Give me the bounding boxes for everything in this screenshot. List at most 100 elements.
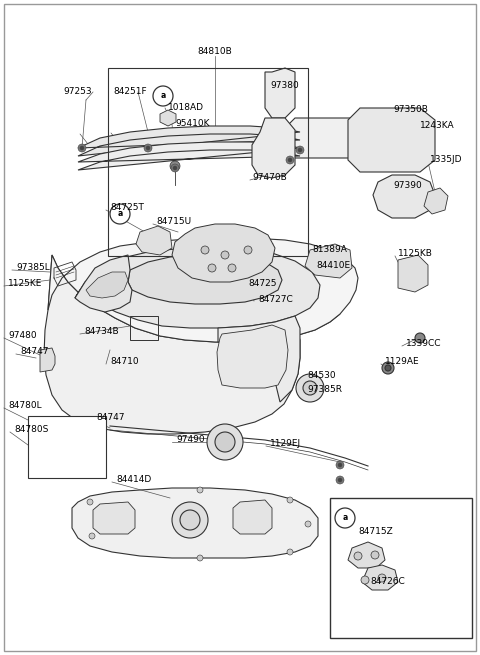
Circle shape xyxy=(298,148,302,152)
Polygon shape xyxy=(285,118,360,158)
Polygon shape xyxy=(172,224,275,282)
Text: 84725T: 84725T xyxy=(110,204,144,212)
Circle shape xyxy=(385,365,391,371)
Circle shape xyxy=(305,521,311,527)
Polygon shape xyxy=(400,256,424,282)
Circle shape xyxy=(287,497,293,503)
Circle shape xyxy=(207,424,243,460)
Text: 1339CC: 1339CC xyxy=(406,339,442,348)
Polygon shape xyxy=(136,226,172,255)
Text: 84747: 84747 xyxy=(96,413,124,422)
Circle shape xyxy=(171,164,179,172)
Text: 84810B: 84810B xyxy=(198,48,232,56)
Polygon shape xyxy=(128,255,282,304)
Text: 84715U: 84715U xyxy=(156,217,191,227)
Polygon shape xyxy=(305,244,352,278)
Circle shape xyxy=(215,432,235,452)
Circle shape xyxy=(80,146,84,150)
Circle shape xyxy=(288,158,292,162)
Polygon shape xyxy=(424,188,448,214)
Circle shape xyxy=(146,146,150,150)
Circle shape xyxy=(110,204,130,224)
Text: 97380: 97380 xyxy=(271,81,300,90)
Text: 97385R: 97385R xyxy=(307,386,342,394)
Circle shape xyxy=(78,144,86,152)
Text: 97490: 97490 xyxy=(176,436,204,445)
Circle shape xyxy=(144,144,152,152)
Circle shape xyxy=(378,574,386,582)
Text: 84727C: 84727C xyxy=(258,295,293,303)
Bar xyxy=(108,68,308,256)
Polygon shape xyxy=(218,316,300,402)
Circle shape xyxy=(208,264,216,272)
Circle shape xyxy=(89,533,95,539)
Circle shape xyxy=(287,549,293,555)
Circle shape xyxy=(296,146,304,154)
Text: 97385L: 97385L xyxy=(16,263,50,272)
Text: 1018AD: 1018AD xyxy=(168,103,204,113)
Circle shape xyxy=(228,264,236,272)
Circle shape xyxy=(354,552,362,560)
Text: 81389A: 81389A xyxy=(312,246,347,255)
Circle shape xyxy=(303,381,317,395)
Circle shape xyxy=(172,502,208,538)
Polygon shape xyxy=(75,255,132,312)
Text: 1335JD: 1335JD xyxy=(430,155,463,164)
Polygon shape xyxy=(78,126,300,156)
Text: 84747: 84747 xyxy=(20,348,48,356)
Text: 1125KE: 1125KE xyxy=(8,280,42,288)
Circle shape xyxy=(335,508,355,528)
Text: 97480: 97480 xyxy=(8,331,36,341)
Text: 84780S: 84780S xyxy=(14,426,48,434)
Polygon shape xyxy=(44,255,340,434)
Circle shape xyxy=(338,463,342,467)
Circle shape xyxy=(286,156,294,164)
Text: 84734B: 84734B xyxy=(84,328,119,337)
Text: a: a xyxy=(160,92,166,100)
Polygon shape xyxy=(72,488,318,558)
Circle shape xyxy=(296,374,324,402)
Polygon shape xyxy=(75,248,320,328)
Bar xyxy=(28,416,106,478)
Polygon shape xyxy=(252,118,295,178)
Circle shape xyxy=(336,476,344,484)
Circle shape xyxy=(197,555,203,561)
Circle shape xyxy=(335,508,355,528)
Text: a: a xyxy=(342,514,348,523)
Polygon shape xyxy=(86,272,128,298)
Text: 1125KB: 1125KB xyxy=(398,250,433,259)
Polygon shape xyxy=(233,500,272,534)
Polygon shape xyxy=(348,542,385,568)
Text: 97390: 97390 xyxy=(393,181,422,189)
Text: 97253: 97253 xyxy=(64,88,92,96)
Circle shape xyxy=(173,166,177,170)
Text: 84715Z: 84715Z xyxy=(358,527,393,536)
Text: 84414D: 84414D xyxy=(116,476,151,485)
Polygon shape xyxy=(160,110,176,126)
Text: 95410K: 95410K xyxy=(175,119,209,128)
Polygon shape xyxy=(93,502,135,534)
Text: 84710: 84710 xyxy=(110,358,139,367)
Text: 84725: 84725 xyxy=(248,280,276,288)
Text: 97470B: 97470B xyxy=(252,174,287,183)
Text: 97350B: 97350B xyxy=(393,105,428,115)
Text: 84780L: 84780L xyxy=(8,402,42,411)
Circle shape xyxy=(415,333,425,343)
Text: 1243KA: 1243KA xyxy=(420,121,455,130)
Polygon shape xyxy=(348,108,435,172)
Polygon shape xyxy=(398,255,428,292)
Text: 1129AE: 1129AE xyxy=(385,358,420,367)
Circle shape xyxy=(221,251,229,259)
Circle shape xyxy=(336,461,344,469)
Circle shape xyxy=(361,576,369,584)
Circle shape xyxy=(201,246,209,254)
Text: 1129EJ: 1129EJ xyxy=(270,440,301,449)
Circle shape xyxy=(371,551,379,559)
Text: 84410E: 84410E xyxy=(316,261,350,269)
Text: 84530: 84530 xyxy=(307,371,336,381)
Bar xyxy=(330,498,472,638)
Polygon shape xyxy=(40,348,55,372)
Polygon shape xyxy=(48,238,358,342)
Polygon shape xyxy=(362,565,398,590)
Circle shape xyxy=(153,86,173,106)
